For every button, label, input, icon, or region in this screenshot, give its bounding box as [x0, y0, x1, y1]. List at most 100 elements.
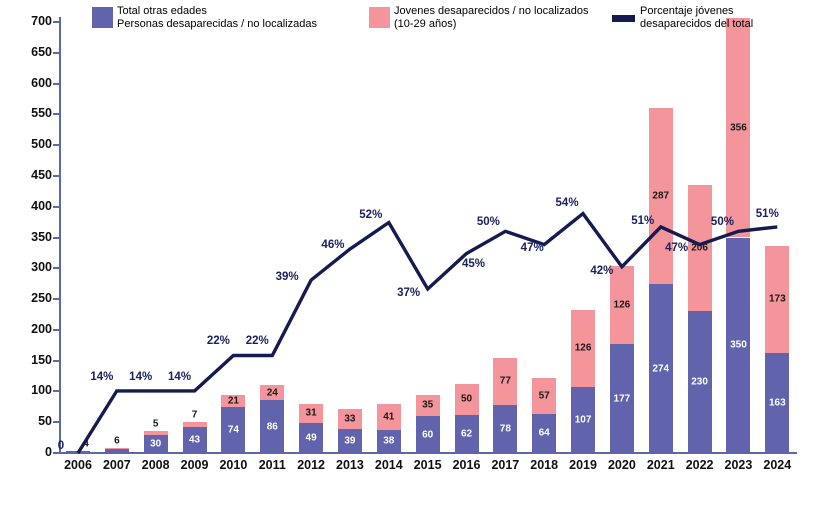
- y-axis-tick: [53, 51, 60, 54]
- bar-value-label: 39: [344, 435, 356, 447]
- bar-2006-otras-edades: [66, 450, 90, 453]
- y-axis-tick-label: 250: [31, 291, 52, 306]
- bar-value-label: 274: [652, 363, 670, 375]
- legend-swatch-otras-edades: [92, 7, 113, 28]
- y-axis-tick-label: 0: [45, 445, 52, 459]
- legend-label-otras-edades: Total otras edades Personas desaparecida…: [117, 5, 317, 31]
- x-axis-tick-label: 2018: [530, 458, 559, 472]
- bar-value-label: 78: [499, 423, 511, 435]
- y-axis-tick-label: 450: [31, 167, 52, 182]
- bar-value-label: 62: [460, 428, 473, 440]
- x-axis-tick-label: 2024: [763, 458, 792, 472]
- bar-2009-jovenes: [182, 422, 207, 427]
- x-axis-tick-label: 2006: [64, 458, 92, 472]
- percentage-label: 51%: [631, 214, 655, 227]
- bar-value-label: 41: [383, 411, 395, 423]
- bar-2023-jovenes: [726, 18, 751, 238]
- y-axis-tick: [53, 113, 60, 116]
- bar-value-label: 77: [499, 375, 511, 387]
- legend-label-jovenes: Jovenes desaparecidos / no localizados (…: [394, 5, 588, 31]
- bar-value-label: 163: [768, 397, 786, 409]
- y-axis-tick-label: 150: [31, 352, 52, 367]
- x-axis-tick-label: 2007: [102, 458, 131, 472]
- percentage-label: 0: [57, 440, 65, 452]
- bar-2008-jovenes: [143, 431, 168, 435]
- percentage-label: 54%: [555, 196, 579, 209]
- legend-label-percentage: Porcentaje jóvenes desaparecidos del tot…: [640, 5, 753, 31]
- bar-value-label: 31: [305, 407, 317, 419]
- y-axis-tick: [53, 174, 60, 177]
- percentage-label: 45%: [461, 257, 486, 270]
- bar-value-label: 50: [460, 393, 473, 405]
- y-axis-tick-label: 650: [31, 44, 52, 59]
- y-axis-tick: [53, 390, 60, 393]
- bar-value-label: 287: [652, 190, 670, 202]
- percentage-label: 22%: [206, 335, 230, 348]
- y-axis-tick: [53, 267, 60, 270]
- bar-value-label: 206: [691, 242, 708, 254]
- percentage-label: 39%: [275, 271, 299, 284]
- percentage-label: 47%: [665, 241, 689, 254]
- bar-value-label: 35: [422, 399, 434, 411]
- y-axis-tick-label: 600: [31, 75, 52, 90]
- bar-value-label: 30: [150, 438, 162, 450]
- x-axis-tick-label: 2008: [141, 458, 170, 472]
- y-axis-tick: [53, 452, 60, 454]
- y-axis-tick: [53, 205, 60, 208]
- bar-value-label: 60: [422, 429, 434, 441]
- x-axis-tick-label: 2012: [297, 458, 325, 472]
- percentage-label: 51%: [755, 207, 779, 220]
- percentage-label: 52%: [359, 209, 383, 222]
- bar-value-label: 21: [227, 395, 239, 407]
- legend-label-percentage-line2: desaparecidos del total: [640, 18, 754, 30]
- y-axis-tick-label: 100: [31, 383, 52, 398]
- bar-value-label: 33: [344, 413, 356, 425]
- percentage-label: 47%: [520, 241, 544, 254]
- bar-value-label: 230: [691, 376, 708, 388]
- x-axis-tick-label: 2013: [336, 458, 364, 472]
- x-axis-tick-label: 2020: [607, 458, 636, 472]
- bar-value-label: 5: [152, 418, 159, 430]
- bar-value-label: 38: [383, 435, 395, 447]
- y-axis-tick-label: 550: [31, 106, 52, 121]
- y-axis-tick-label: 700: [31, 14, 52, 28]
- percentage-label: 37%: [397, 286, 421, 299]
- y-axis-tick-label: 400: [31, 198, 52, 213]
- percentage-label: 14%: [168, 370, 192, 383]
- legend-label-jovenes-line1: Jovenes desaparecidos / no localizados: [394, 5, 589, 17]
- bar-value-label: 356: [730, 122, 747, 134]
- x-axis-tick-label: 2023: [724, 458, 753, 472]
- percentage-label: 42%: [590, 264, 614, 277]
- y-axis-tick: [53, 359, 60, 362]
- legend-label-otras-edades-line2: Personas desaparecidas / no localizadas: [117, 18, 317, 30]
- bar-value-label: 177: [613, 393, 631, 404]
- bar-value-label: 74: [227, 424, 239, 436]
- chart-legend: Total otras edades Personas desaparecida…: [0, 0, 839, 38]
- percentage-label: 22%: [245, 335, 269, 348]
- percentage-label: 46%: [321, 239, 345, 252]
- bar-value-label: 64: [538, 427, 550, 439]
- legend-label-otras-edades-line1: Total otras edades: [117, 5, 207, 17]
- y-axis-tick: [53, 298, 60, 301]
- bar-value-label: 49: [305, 432, 317, 444]
- y-axis-tick: [53, 421, 60, 424]
- legend-label-jovenes-line2: (10-29 años): [394, 18, 457, 30]
- x-axis-tick-label: 2017: [491, 458, 520, 472]
- y-axis-line: [59, 17, 61, 454]
- y-axis-tick-label: 50: [38, 414, 52, 429]
- bar-value-label: 4: [83, 438, 89, 450]
- legend-swatch-percentage-line: [612, 15, 635, 22]
- x-axis-tick-label: 2010: [219, 458, 248, 472]
- bar-value-label: 126: [574, 342, 592, 354]
- y-axis-tick-label: 350: [31, 229, 52, 244]
- percentage-label: 50%: [710, 216, 734, 229]
- legend-label-percentage-line1: Porcentaje jóvenes: [640, 5, 734, 17]
- legend-swatch-jovenes: [369, 7, 390, 28]
- bar-value-label: 43: [188, 434, 201, 446]
- x-axis-tick-label: 2019: [569, 458, 597, 472]
- percentage-label: 14%: [129, 370, 153, 383]
- x-axis-tick-label: 2016: [452, 458, 481, 472]
- x-axis-tick-label: 2009: [180, 458, 209, 472]
- x-axis-tick-label: 2022: [685, 458, 714, 472]
